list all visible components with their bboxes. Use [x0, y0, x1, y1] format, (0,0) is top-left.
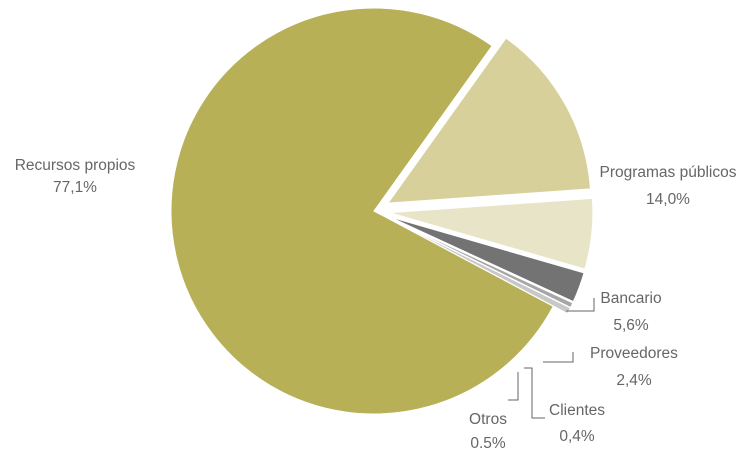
label-bancario-value: 5,6% [613, 317, 649, 334]
label-bancario-name: Bancario [600, 290, 661, 307]
label-recursos-propios-value: 77,1% [53, 179, 97, 196]
label-clientes-name: Clientes [549, 402, 605, 419]
label-clientes-value: 0,4% [559, 428, 595, 445]
label-otros: Otros 0.5% [469, 372, 519, 452]
label-programas-publicos: Programas públicos 14,0% [600, 164, 737, 208]
label-recursos-propios-name: Recursos propios [15, 157, 136, 174]
label-bancario: Bancario 5,6% [566, 290, 662, 334]
label-recursos-propios: Recursos propios 77,1% [15, 157, 136, 196]
leader-line-bancario [566, 298, 595, 312]
label-proveedores: Proveedores 2,4% [543, 345, 678, 389]
label-programas-publicos-value: 14,0% [646, 191, 690, 208]
pie-slices [170, 7, 594, 415]
leader-line-otros [508, 372, 519, 401]
label-proveedores-name: Proveedores [590, 345, 678, 362]
label-clientes: Clientes 0,4% [524, 367, 605, 445]
label-proveedores-value: 2,4% [616, 372, 652, 389]
pie-slice-bancario [389, 197, 594, 270]
pie-slice-programas-publicos [386, 37, 591, 204]
leader-line-proveedores [543, 352, 574, 363]
leader-line-clientes [524, 367, 545, 419]
pie-slice-proveedores [388, 216, 585, 303]
label-programas-publicos-name: Programas públicos [600, 164, 737, 181]
label-otros-name: Otros [469, 411, 507, 428]
label-otros-value: 0.5% [470, 435, 506, 452]
pie-slice-recursos-propios [170, 7, 554, 415]
